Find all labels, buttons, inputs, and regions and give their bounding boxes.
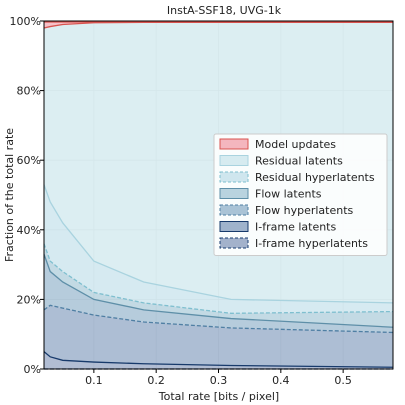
area-flow-hyperlatents: [44, 254, 393, 333]
area-i-frame-hyperlatents: [44, 351, 393, 369]
y-ticks: 0% 20% 40% 60% 80% 100%: [10, 15, 44, 376]
x-tick-label: 0.5: [334, 374, 352, 387]
legend-swatch-flow-hyperlatents: [219, 204, 249, 216]
y-tick-label: 100%: [10, 15, 41, 28]
legend-label-flow-latents: Flow latents: [255, 188, 322, 201]
line-flow-hyperlatents: [43, 304, 394, 334]
legend-box: [213, 133, 388, 256]
line-flow-latents: [43, 253, 394, 328]
legend-label-residual-latents: Residual latents: [255, 155, 343, 168]
x-ticks: 0.1 0.2 0.3 0.4 0.5: [85, 369, 352, 387]
legend-label-i-frame-hyperlatents: I-frame hyperlatents: [255, 237, 368, 250]
line-residual-hyperlatents: [43, 243, 394, 314]
y-tick-label: 80%: [17, 85, 41, 98]
area-flow-latents: [44, 243, 393, 328]
legend-swatch-i-frame-latents: [219, 221, 249, 232]
chart-title: InstA-SSF18, UVG-1k: [167, 4, 282, 17]
y-tick-label: 40%: [17, 224, 41, 237]
y-tick-label: 60%: [17, 154, 41, 167]
legend-swatch-residual-latents: [219, 155, 249, 166]
legend-label-model-updates: Model updates: [255, 138, 336, 151]
area-residual-hyperlatents: [44, 184, 393, 314]
y-tick-label: 0%: [24, 363, 41, 376]
legend-swatch-i-frame-hyperlatents: [219, 237, 249, 249]
legend-swatch-model-updates: [219, 138, 249, 150]
legend-label-residual-hyperlatents: Residual hyperlatents: [255, 171, 375, 184]
legend-label-flow-hyperlatents: Flow hyperlatents: [255, 204, 354, 217]
x-tick-label: 0.4: [272, 374, 290, 387]
legend-label-i-frame-latents: I-frame latents: [255, 221, 336, 234]
x-axis-label: Total rate [bits / pixel]: [158, 390, 279, 403]
legend-swatch-flow-latents: [219, 188, 249, 199]
line-i-frame-latents: [43, 351, 394, 368]
line-residual-latents: [43, 184, 394, 304]
x-tick-label: 0.2: [147, 374, 165, 387]
legend-swatch-residual-hyperlatents: [219, 171, 249, 183]
y-tick-label: 20%: [17, 293, 41, 306]
legend: Model updates Residual latents Residual hy…: [213, 133, 388, 256]
y-axis-label: Fraction of the total rate: [3, 128, 16, 262]
x-tick-label: 0.1: [85, 374, 103, 387]
x-tick-label: 0.3: [210, 374, 228, 387]
